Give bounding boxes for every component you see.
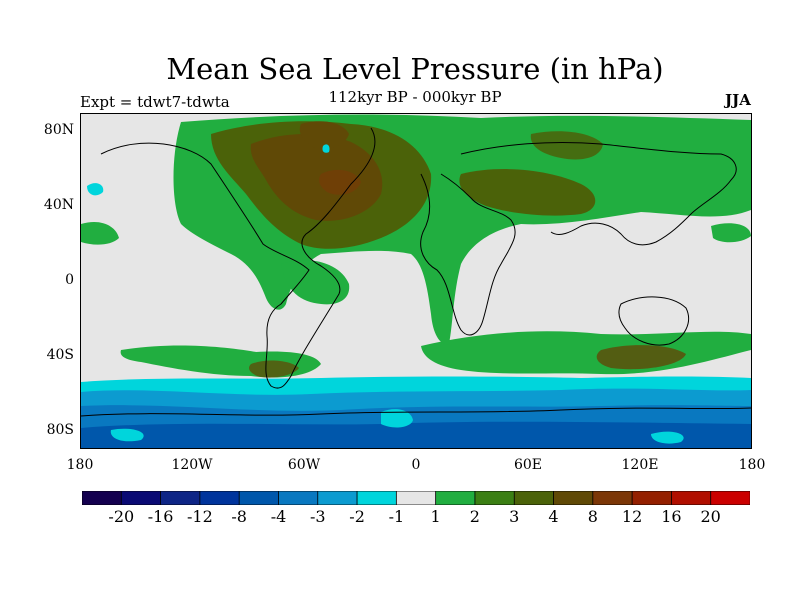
lat-tick-40s: 40S	[46, 347, 74, 363]
colorbar-swatch-10	[474, 491, 515, 505]
colorbar-label-7: -1	[388, 507, 405, 526]
colorbar-label-15: 20	[700, 507, 721, 526]
experiment-label: Expt = tdwt7-tdwta	[80, 93, 230, 111]
siberia-high	[530, 131, 603, 160]
lon-tick-60e: 60E	[513, 457, 543, 473]
lon-tick-120w: 120W	[171, 457, 213, 473]
colorbar-swatch-9	[435, 491, 476, 505]
colorbar-label-11: 4	[548, 507, 559, 526]
australian-dark-high	[596, 345, 686, 370]
pressure-anomaly-map	[81, 114, 751, 448]
southern-deep-blue-band	[81, 421, 751, 448]
colorbar-swatch-0	[82, 491, 122, 505]
colorbar-label-2: -12	[187, 507, 213, 526]
north-atlantic-high-center	[319, 169, 361, 195]
greenland-high	[299, 121, 349, 150]
colorbar-swatch-3	[199, 491, 240, 505]
plot-subtitle: 112kyr BP - 000kyr BP	[328, 88, 502, 106]
colorbar-swatch-12	[553, 491, 594, 505]
lon-tick-180w: 180	[66, 457, 94, 473]
map-panel	[80, 113, 752, 449]
colorbar-label-10: 3	[509, 507, 520, 526]
south-pacific-dark	[249, 360, 299, 378]
colorbar-label-13: 12	[621, 507, 643, 526]
colorbar-swatch-13	[592, 491, 633, 505]
colorbar-label-4: -4	[270, 507, 287, 526]
colorbar-swatch-4	[238, 491, 280, 505]
atlantic-green-tongue	[281, 260, 350, 305]
pacific-low-patch	[87, 183, 104, 196]
colorbar-label-3: -8	[231, 507, 247, 526]
colorbar-swatch-5	[278, 491, 319, 505]
lon-tick-120e: 120E	[621, 457, 659, 473]
lon-tick-180e: 180	[738, 457, 766, 473]
colorbar-swatch-14	[631, 491, 673, 505]
colorbar-swatch-8	[395, 491, 437, 505]
lat-tick-80s: 80S	[46, 422, 74, 438]
colorbar-swatch-1	[120, 491, 162, 505]
colorbar-label-14: 16	[661, 507, 682, 526]
antarctic-light-patches	[110, 409, 684, 444]
colorbar-swatch-7	[356, 491, 397, 505]
lon-tick-60w: 60W	[287, 457, 321, 473]
coastlines	[81, 127, 751, 417]
colorbar-label-5: -3	[310, 507, 326, 526]
eurasia-high	[459, 169, 596, 216]
colorbar	[82, 491, 750, 505]
north-atlantic-high-core	[250, 133, 383, 221]
plot-title: Mean Sea Level Pressure (in hPa)	[166, 52, 664, 86]
colorbar-swatch-2	[160, 491, 201, 505]
lat-tick-eq: 0	[65, 272, 74, 288]
colorbar-label-0: -20	[108, 507, 135, 526]
colorbar-label-1: -16	[147, 507, 174, 526]
colorbar-swatch-11	[513, 491, 555, 505]
colorbar-label-12: 8	[587, 507, 598, 526]
colorbar-label-6: -2	[349, 507, 365, 526]
lat-tick-40n: 40N	[43, 197, 74, 213]
lon-tick-0: 0	[411, 457, 421, 473]
colorbar-label-9: 2	[469, 507, 480, 526]
season-label: JJA	[725, 91, 751, 109]
lat-tick-80n: 80N	[43, 122, 74, 138]
colorbar-swatch-16	[710, 491, 750, 505]
arctic-low-patch	[322, 144, 330, 153]
colorbar-swatch-6	[317, 491, 358, 505]
colorbar-swatch-15	[671, 491, 712, 505]
colorbar-label-8: 1	[430, 507, 441, 526]
